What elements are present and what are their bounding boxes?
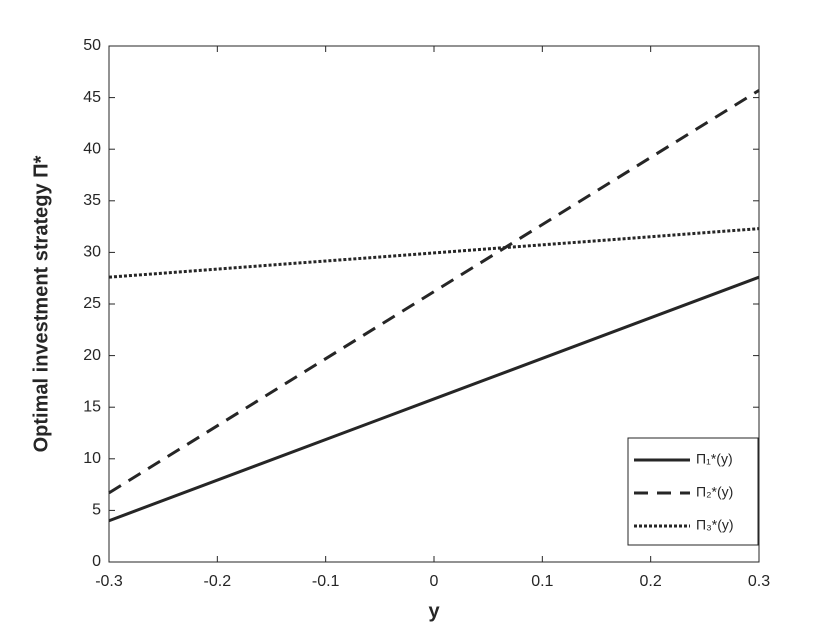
x-tick-label: -0.2 xyxy=(204,573,232,590)
y-tick-label: 35 xyxy=(83,192,101,209)
y-tick-label: 15 xyxy=(83,398,101,415)
y-tick-label: 5 xyxy=(92,502,101,519)
y-axis-label: Optimal investment strategy Π* xyxy=(30,155,52,452)
legend-label: Π₂*(y) xyxy=(696,484,733,500)
y-tick-label: 50 xyxy=(83,37,101,54)
y-tick-label: 20 xyxy=(83,347,101,364)
y-tick-label: 10 xyxy=(83,450,101,467)
x-tick-label: -0.3 xyxy=(95,573,123,590)
series-line xyxy=(108,227,760,279)
series-line xyxy=(108,89,760,495)
y-tick-label: 30 xyxy=(83,244,101,261)
legend-label: Π₁*(y) xyxy=(696,451,733,467)
legend-label: Π₃*(y) xyxy=(696,517,734,533)
series-line xyxy=(108,275,760,523)
x-axis-label: y xyxy=(428,600,440,622)
x-tick-label: 0.2 xyxy=(640,573,662,590)
x-tick-label: 0.3 xyxy=(748,573,770,590)
y-tick-label: 0 xyxy=(92,553,101,570)
x-tick-label: 0.1 xyxy=(531,573,553,590)
x-tick-label: 0 xyxy=(430,573,439,590)
y-tick-label: 45 xyxy=(83,89,101,106)
y-tick-label: 25 xyxy=(83,295,101,312)
y-tick-label: 40 xyxy=(83,140,101,157)
x-tick-label: -0.1 xyxy=(312,573,340,590)
